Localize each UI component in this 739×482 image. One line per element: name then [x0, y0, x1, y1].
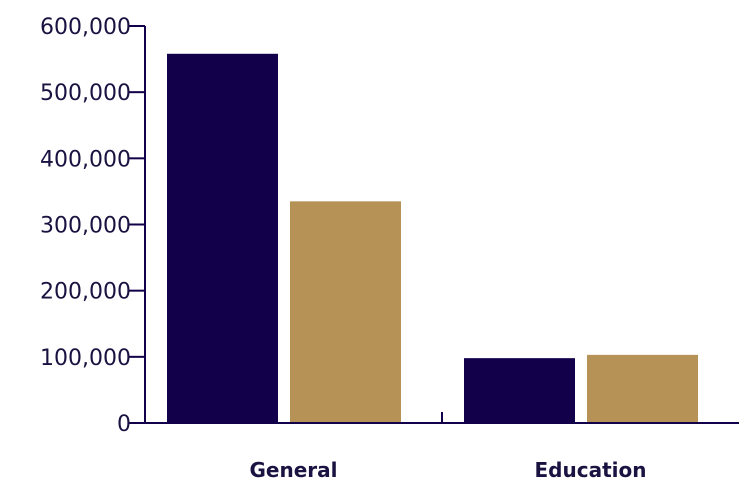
x-category-label: Education — [535, 458, 647, 482]
bar — [464, 358, 575, 422]
y-tick-label: 200,000 — [40, 280, 131, 305]
y-axis: 0 100,000 200,000 300,000 400,000 500,000 600,… — [40, 15, 146, 437]
category-labels: General Education — [250, 458, 647, 482]
y-tick-label: 300,000 — [40, 214, 131, 239]
bar — [587, 354, 698, 422]
y-tick-label: 500,000 — [40, 81, 131, 106]
y-tick-label: 600,000 — [40, 15, 131, 40]
bars — [167, 53, 698, 422]
x-axis — [145, 412, 739, 424]
bar — [290, 201, 401, 422]
y-tick-label: 100,000 — [40, 346, 131, 371]
bar — [167, 53, 278, 422]
y-tick-label: 400,000 — [40, 147, 131, 172]
y-tick-label: 0 — [117, 412, 131, 437]
x-category-label: General — [250, 458, 338, 482]
